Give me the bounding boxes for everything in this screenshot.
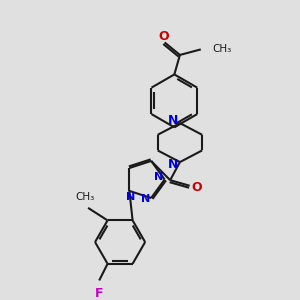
Text: N: N — [168, 158, 178, 171]
Text: F: F — [95, 287, 103, 300]
Text: O: O — [159, 30, 169, 43]
Text: N: N — [168, 114, 178, 127]
Text: N: N — [126, 192, 135, 202]
Text: CH₃: CH₃ — [76, 192, 95, 202]
Text: CH₃: CH₃ — [212, 44, 231, 54]
Text: N: N — [141, 194, 150, 204]
Text: O: O — [191, 181, 202, 194]
Text: N: N — [154, 172, 164, 182]
